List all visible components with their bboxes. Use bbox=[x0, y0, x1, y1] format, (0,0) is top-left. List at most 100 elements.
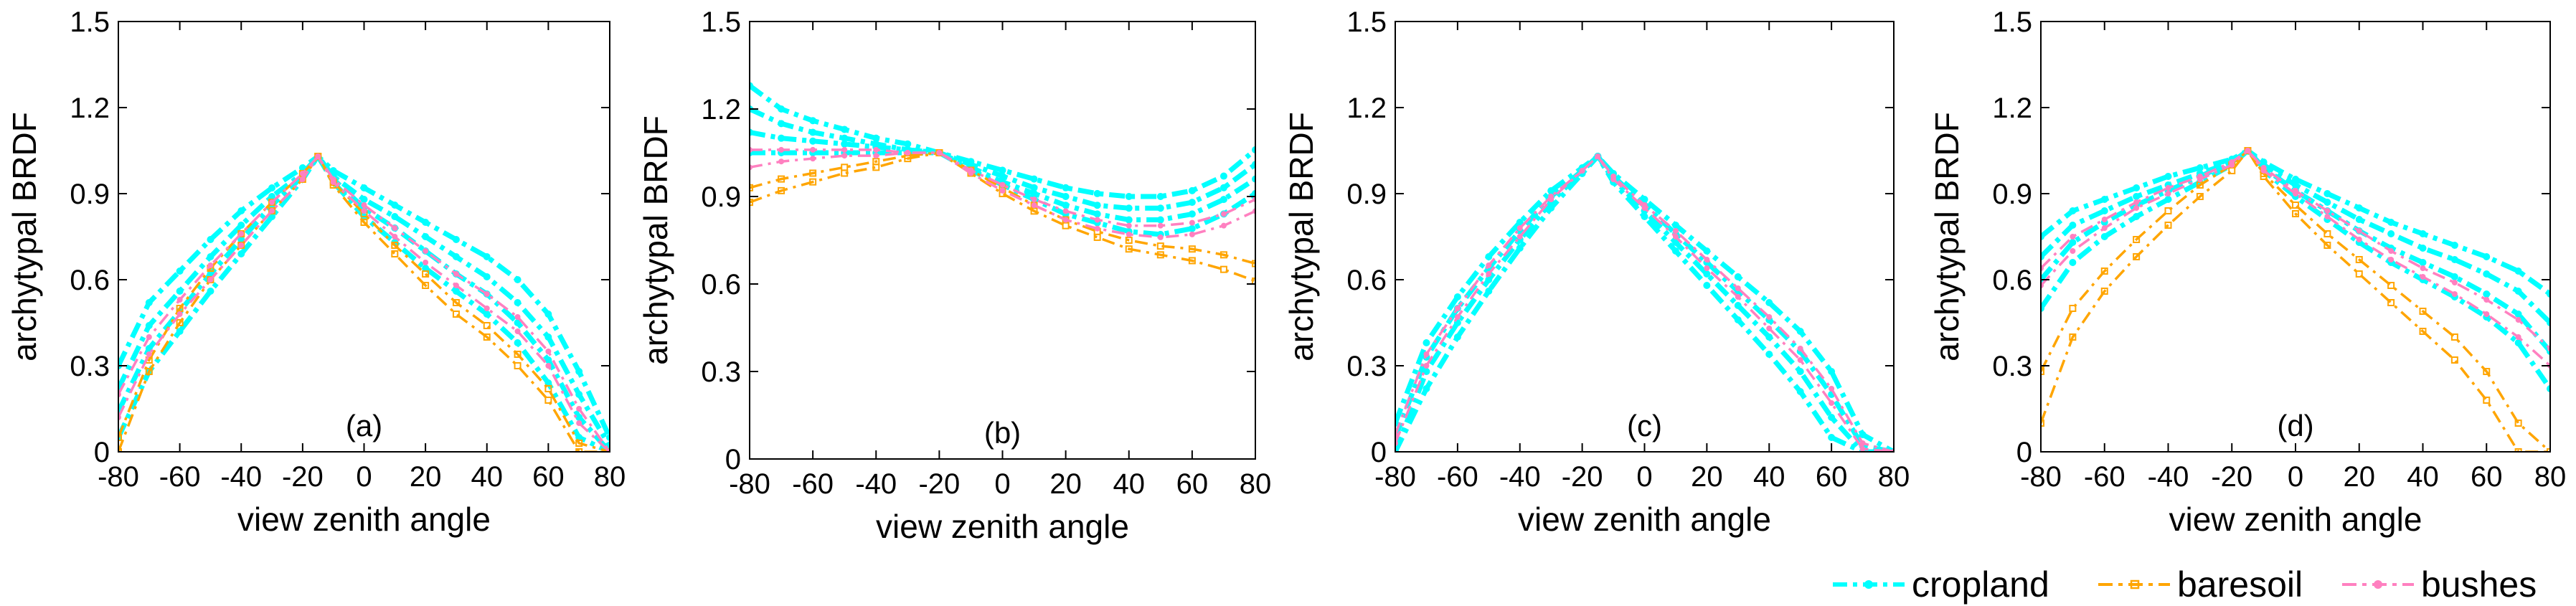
data-point-cropland bbox=[1030, 175, 1038, 183]
data-point-cropland bbox=[2069, 259, 2077, 266]
data-point-bushes bbox=[1157, 234, 1164, 240]
y-tick-label: 1.2 bbox=[1992, 93, 2032, 124]
y-tick-label: 0.6 bbox=[1346, 265, 1387, 296]
data-point-cropland bbox=[2483, 270, 2491, 278]
data-point-cropland bbox=[841, 126, 849, 133]
data-point-bushes bbox=[392, 234, 398, 240]
data-point-cropland bbox=[1252, 146, 1255, 153]
data-point-bushes bbox=[514, 328, 521, 334]
data-point-cropland bbox=[268, 184, 276, 191]
data-point-bushes bbox=[545, 349, 552, 354]
data-point-bushes bbox=[238, 242, 245, 248]
data-point-baresoil bbox=[2292, 202, 2299, 209]
data-point-bushes bbox=[2101, 225, 2108, 231]
data-point-bushes bbox=[2483, 297, 2490, 303]
data-point-cropland bbox=[1765, 351, 1773, 358]
data-point-bushes bbox=[2356, 228, 2362, 234]
plot-area bbox=[750, 82, 1255, 285]
data-point-cropland bbox=[1734, 302, 1742, 309]
data-point-cropland bbox=[2387, 230, 2395, 237]
data-point-cropland bbox=[2041, 233, 2044, 240]
x-tick-label: -20 bbox=[282, 461, 324, 493]
data-point-bushes bbox=[1454, 306, 1461, 311]
data-point-cropland bbox=[2450, 273, 2458, 280]
data-point-bushes bbox=[2420, 265, 2426, 271]
data-point-cropland bbox=[1703, 247, 1711, 255]
data-point-baresoil bbox=[514, 362, 522, 369]
data-point-cropland bbox=[176, 328, 184, 335]
data-point-cropland bbox=[1188, 224, 1196, 232]
data-point-bushes bbox=[1829, 400, 1835, 406]
data-point-cropland bbox=[1828, 368, 1836, 375]
data-point-baresoil bbox=[1125, 245, 1133, 253]
data-point-cropland bbox=[514, 299, 522, 306]
x-tick-label: 0 bbox=[2288, 461, 2303, 493]
x-tick-label: 60 bbox=[2471, 461, 2503, 493]
data-point-baresoil bbox=[1219, 265, 1227, 273]
data-point-bushes bbox=[2420, 274, 2426, 280]
x-tick-label: -20 bbox=[1562, 461, 1603, 493]
data-point-cropland bbox=[207, 270, 214, 278]
data-point-bushes bbox=[841, 146, 848, 153]
x-tick-label: 0 bbox=[994, 468, 1010, 500]
data-point-bushes bbox=[483, 291, 490, 297]
x-tick-label: 20 bbox=[1049, 468, 1082, 500]
data-point-cropland bbox=[1671, 247, 1679, 255]
data-point-bushes bbox=[576, 406, 582, 412]
data-point-cropland bbox=[207, 253, 214, 260]
data-point-cropland bbox=[575, 391, 583, 398]
data-point-cropland bbox=[176, 288, 184, 295]
data-point-cropland bbox=[1423, 339, 1430, 346]
series-line-cropland bbox=[2041, 148, 2550, 390]
data-point-cropland bbox=[778, 134, 785, 142]
data-point-bushes bbox=[1031, 202, 1037, 209]
series-line-cropland bbox=[1395, 153, 1894, 452]
data-point-cropland bbox=[1796, 368, 1804, 375]
x-tick-label: -40 bbox=[1499, 461, 1541, 493]
y-axis-label: archytypal BRDF bbox=[1283, 112, 1320, 361]
x-tick-label: 20 bbox=[410, 461, 442, 493]
series-line-bushes bbox=[118, 155, 610, 452]
data-point-bushes bbox=[1423, 363, 1430, 369]
y-tick-label: 0 bbox=[94, 437, 110, 468]
x-tick-label: 20 bbox=[2344, 461, 2376, 493]
data-point-bushes bbox=[1126, 222, 1132, 229]
data-point-baresoil bbox=[145, 368, 153, 375]
data-point-bushes bbox=[2515, 334, 2521, 340]
data-point-cropland bbox=[1423, 385, 1430, 392]
series-line-baresoil bbox=[750, 151, 1255, 265]
x-tick-label: 80 bbox=[1878, 461, 1910, 493]
data-point-bushes bbox=[238, 231, 245, 237]
data-point-bushes bbox=[315, 153, 321, 159]
data-point-cropland bbox=[2419, 245, 2427, 252]
x-axis-label: view zenith angle bbox=[2169, 501, 2422, 538]
data-point-bushes bbox=[2324, 208, 2331, 214]
y-tick-label: 0.3 bbox=[701, 356, 741, 388]
data-point-bushes bbox=[2388, 257, 2395, 262]
y-tick-label: 0.9 bbox=[701, 181, 741, 213]
data-point-bushes bbox=[483, 306, 490, 311]
data-point-baresoil bbox=[2069, 333, 2077, 341]
data-point-cropland bbox=[1516, 219, 1524, 226]
y-tick-label: 0.6 bbox=[70, 265, 110, 296]
data-point-bushes bbox=[1579, 168, 1585, 174]
y-axis-label: archytypal BRDF bbox=[6, 112, 43, 361]
series-line-cropland bbox=[1395, 153, 1894, 452]
data-point-cropland bbox=[1093, 210, 1101, 218]
data-point-cropland bbox=[1828, 414, 1836, 421]
legend-marker-bushes bbox=[2374, 580, 2382, 589]
data-point-baresoil bbox=[2196, 193, 2204, 200]
data-point-cropland bbox=[483, 273, 491, 280]
series-line-cropland bbox=[750, 83, 1255, 199]
data-point-cropland bbox=[514, 276, 522, 283]
data-point-cropland bbox=[1156, 193, 1164, 200]
data-point-bushes bbox=[2451, 280, 2458, 285]
data-point-baresoil bbox=[2514, 420, 2522, 427]
data-point-cropland bbox=[237, 250, 245, 257]
data-point-bushes bbox=[269, 199, 275, 205]
series-line-baresoil bbox=[750, 151, 1255, 283]
data-point-cropland bbox=[1219, 184, 1227, 191]
data-point-cropland bbox=[1485, 288, 1493, 295]
y-tick-label: 1.5 bbox=[1346, 6, 1387, 38]
data-point-cropland bbox=[1641, 213, 1648, 220]
